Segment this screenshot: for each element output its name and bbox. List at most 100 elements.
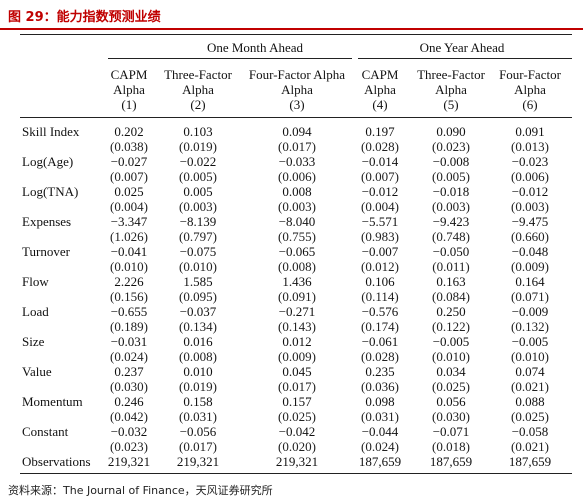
standard-error-cell: (0.019): [179, 139, 217, 154]
table-bottom-rule: [20, 473, 572, 474]
coefficient-cell: 0.090: [436, 124, 466, 139]
standard-error-cell: (0.025): [432, 379, 470, 394]
standard-error-cell: (0.024): [110, 349, 148, 364]
observations-cell: 187,659: [429, 454, 473, 469]
row-label: Value: [22, 364, 52, 379]
standard-error-cell: (0.005): [432, 169, 470, 184]
standard-error-cell: (0.025): [511, 409, 549, 424]
standard-error-cell: (1.026): [110, 229, 148, 244]
row-label: Log(Age): [22, 154, 74, 169]
coefficient-cell: −0.061: [361, 334, 399, 349]
coefficient-cell: −0.005: [511, 334, 549, 349]
standard-error-cell: (0.134): [179, 319, 217, 334]
column-header-line2: Alpha: [514, 82, 546, 97]
coefficient-cell: −0.007: [361, 244, 399, 259]
coefficient-cell: −0.050: [432, 244, 470, 259]
standard-error-cell: (0.042): [110, 409, 148, 424]
coefficient-cell: 2.226: [114, 274, 144, 289]
coefficient-cell: −0.023: [511, 154, 549, 169]
standard-error-cell: (0.024): [361, 439, 399, 454]
standard-error-cell: (0.010): [179, 259, 217, 274]
coefficient-cell: −0.031: [110, 334, 148, 349]
column-header-line2: Alpha: [435, 82, 467, 97]
standard-error-cell: (0.013): [511, 139, 549, 154]
column-header-line1: Three-Factor: [417, 67, 485, 82]
standard-error-cell: (0.983): [361, 229, 399, 244]
table-top-rule: [20, 34, 572, 35]
standard-error-cell: (0.122): [432, 319, 470, 334]
coefficient-cell: 0.005: [183, 184, 213, 199]
coefficient-cell: −5.571: [361, 214, 399, 229]
coefficient-cell: 0.025: [114, 184, 144, 199]
coefficient-cell: 0.250: [436, 304, 466, 319]
coefficient-cell: 0.157: [282, 394, 312, 409]
column-header-line1: Four-Factor Alpha: [248, 67, 346, 82]
standard-error-cell: (0.010): [511, 349, 549, 364]
coefficient-cell: 0.091: [515, 124, 545, 139]
title-rule: [0, 28, 583, 30]
standard-error-cell: (0.006): [278, 169, 316, 184]
coefficient-cell: 0.034: [436, 364, 466, 379]
group-rule-one-year: [358, 58, 572, 59]
coefficient-cell: −3.347: [110, 214, 148, 229]
standard-error-cell: (0.071): [511, 289, 549, 304]
row-label: Size: [22, 334, 45, 349]
standard-error-cell: (0.010): [432, 349, 470, 364]
column-header-line1: CAPM: [110, 67, 148, 82]
standard-error-cell: (0.095): [179, 289, 217, 304]
coefficient-cell: 0.164: [515, 274, 545, 289]
observations-cell: 219,321: [275, 454, 319, 469]
row-label: Momentum: [22, 394, 83, 409]
standard-error-cell: (0.019): [179, 379, 217, 394]
standard-error-cell: (0.004): [110, 199, 148, 214]
standard-error-cell: (0.028): [361, 349, 399, 364]
standard-error-cell: (0.748): [432, 229, 470, 244]
standard-error-cell: (0.009): [511, 259, 549, 274]
standard-error-cell: (0.006): [511, 169, 549, 184]
standard-error-cell: (0.038): [110, 139, 148, 154]
coefficient-cell: −0.012: [511, 184, 549, 199]
row-label: Observations: [22, 454, 91, 469]
standard-error-cell: (0.021): [511, 439, 549, 454]
row-label: Skill Index: [22, 124, 80, 139]
column-header-line2: Alpha: [281, 82, 313, 97]
observations-cell: 219,321: [176, 454, 220, 469]
coefficient-cell: 0.246: [114, 394, 144, 409]
coefficient-cell: 0.237: [114, 364, 144, 379]
standard-error-cell: (0.031): [361, 409, 399, 424]
standard-error-cell: (0.091): [278, 289, 316, 304]
standard-error-cell: (0.023): [110, 439, 148, 454]
coefficient-cell: 0.103: [183, 124, 213, 139]
coefficient-cell: 1.585: [183, 274, 213, 289]
standard-error-cell: (0.132): [511, 319, 549, 334]
row-label: Load: [22, 304, 49, 319]
group-header-one-month: One Month Ahead: [206, 40, 304, 55]
coefficient-cell: 0.016: [183, 334, 213, 349]
standard-error-cell: (0.003): [278, 199, 316, 214]
standard-error-cell: (0.009): [278, 349, 316, 364]
standard-error-cell: (0.008): [278, 259, 316, 274]
standard-error-cell: (0.025): [278, 409, 316, 424]
figure-title: 图 29：能力指数预测业绩: [8, 10, 161, 25]
coefficient-cell: 0.012: [282, 334, 312, 349]
observations-cell: 219,321: [107, 454, 151, 469]
standard-error-cell: (0.114): [361, 289, 399, 304]
coefficient-cell: 0.088: [515, 394, 545, 409]
standard-error-cell: (0.797): [179, 229, 217, 244]
row-label: Constant: [22, 424, 69, 439]
standard-error-cell: (0.003): [432, 199, 470, 214]
column-header-line2: Alpha: [113, 82, 145, 97]
coefficient-cell: 0.235: [365, 364, 395, 379]
standard-error-cell: (0.084): [432, 289, 470, 304]
standard-error-cell: (0.031): [179, 409, 217, 424]
header-rule: [20, 117, 572, 118]
standard-error-cell: (0.007): [361, 169, 399, 184]
coefficient-cell: 0.098: [365, 394, 395, 409]
standard-error-cell: (0.010): [110, 259, 148, 274]
coefficient-cell: −0.271: [278, 304, 316, 319]
coefficient-cell: −0.014: [361, 154, 399, 169]
coefficient-cell: −0.071: [432, 424, 470, 439]
column-number: (2): [190, 97, 206, 112]
standard-error-cell: (0.189): [110, 319, 148, 334]
standard-error-cell: (0.023): [432, 139, 470, 154]
